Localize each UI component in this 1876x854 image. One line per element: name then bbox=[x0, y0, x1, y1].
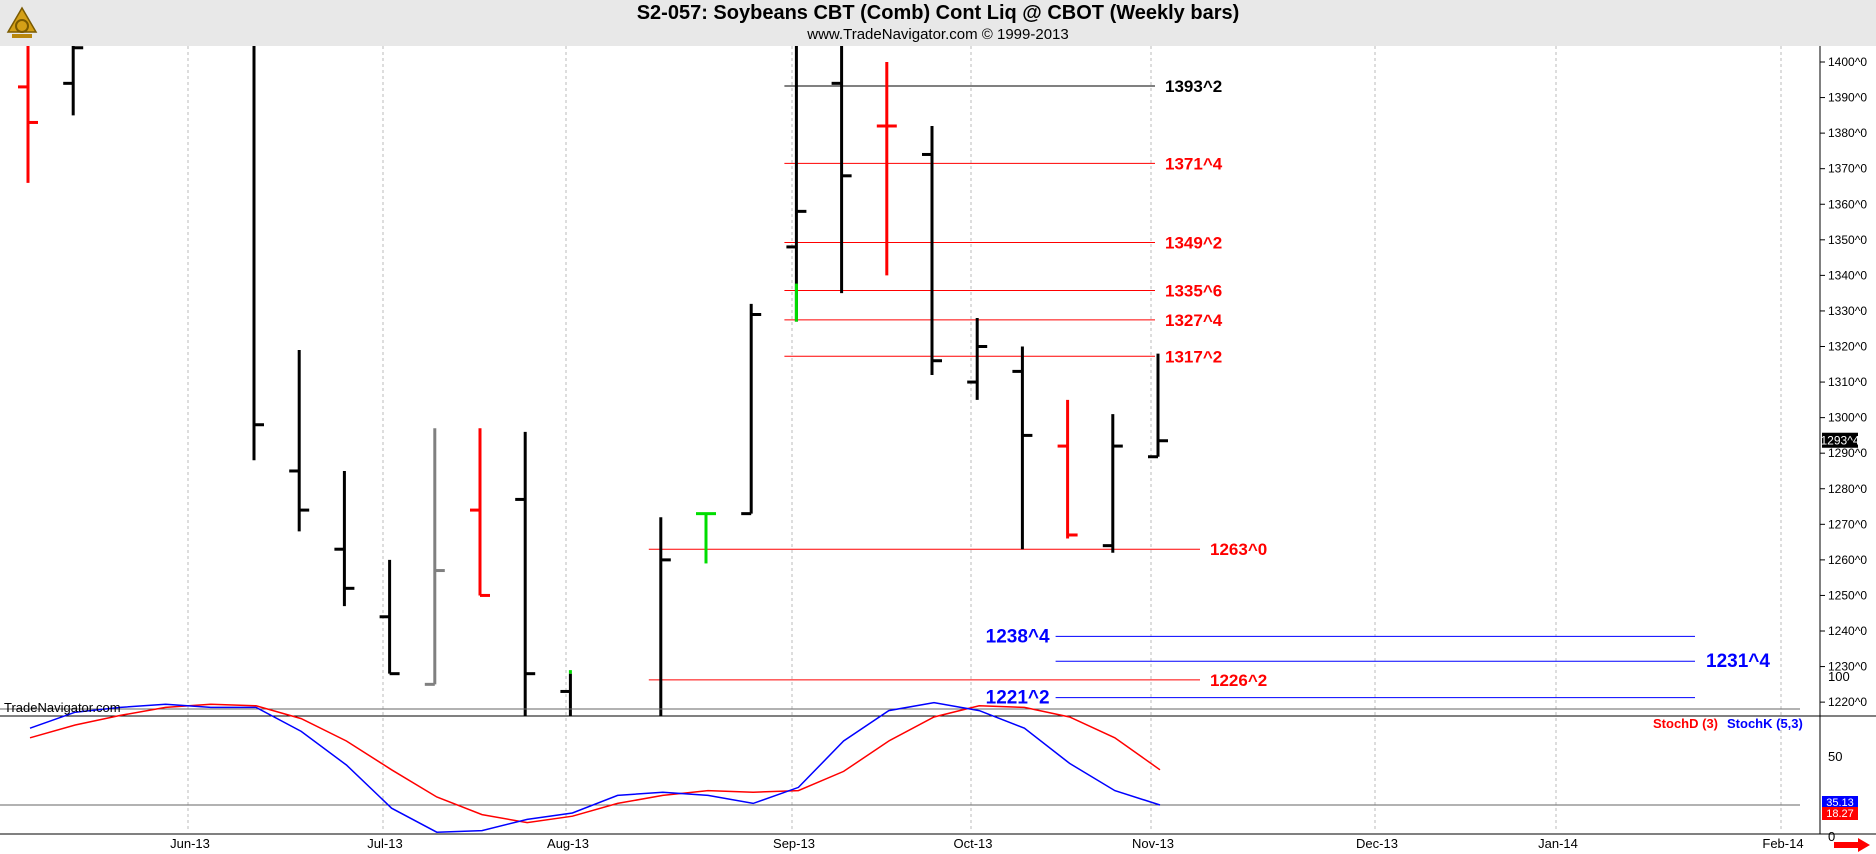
y-tick-label: 1270^0 bbox=[1828, 517, 1867, 531]
level-label: 1371^4 bbox=[1165, 154, 1223, 173]
level-label: 1221^2 bbox=[986, 688, 1050, 709]
last-price-label: 1293^4 bbox=[1821, 434, 1860, 448]
chart-subtitle: www.TradeNavigator.com © 1999-2013 bbox=[807, 26, 1069, 43]
y-tick-label: 1230^0 bbox=[1828, 660, 1867, 674]
stoch-y-tick-label: 50 bbox=[1828, 749, 1842, 764]
stochk-line bbox=[29, 701, 1161, 833]
legend-stochk: StochK (5,3) bbox=[1727, 716, 1803, 731]
last-price-box bbox=[1822, 432, 1858, 448]
y-tick-label: 1240^0 bbox=[1828, 624, 1867, 638]
stoch-y-tick-label: 100 bbox=[1828, 669, 1850, 684]
x-tick-label: Feb-14 bbox=[1762, 836, 1803, 851]
y-tick-label: 1400^0 bbox=[1828, 55, 1867, 69]
watermark-text: TradeNavigator.com bbox=[4, 700, 121, 715]
stochd-line bbox=[29, 703, 1161, 824]
x-tick-label: Dec-13 bbox=[1356, 836, 1398, 851]
level-label: 1327^4 bbox=[1165, 311, 1223, 330]
stochd-value-label: 18.27 bbox=[1826, 808, 1854, 820]
level-label: 1335^6 bbox=[1165, 281, 1222, 300]
legend-stochd: StochD (3) bbox=[1653, 716, 1718, 731]
stochd-value-box bbox=[1822, 807, 1858, 820]
stochk-value-box bbox=[1822, 796, 1858, 808]
y-tick-label: 1310^0 bbox=[1828, 375, 1867, 389]
y-tick-label: 1360^0 bbox=[1828, 197, 1867, 211]
level-label: 1231^4 bbox=[1706, 651, 1770, 672]
x-tick-label: Aug-13 bbox=[547, 836, 589, 851]
y-tick-label: 1380^0 bbox=[1828, 126, 1867, 140]
level-label: 1393^2 bbox=[1165, 77, 1222, 96]
x-tick-label: Oct-13 bbox=[953, 836, 992, 851]
x-tick-label: Nov-13 bbox=[1132, 836, 1174, 851]
y-tick-label: 1260^0 bbox=[1828, 553, 1867, 567]
stochk-value-label: 35.13 bbox=[1826, 797, 1854, 809]
x-tick-label: Jun-13 bbox=[170, 836, 210, 851]
y-tick-label: 1330^0 bbox=[1828, 304, 1867, 318]
scroll-right-arrow-icon[interactable] bbox=[1834, 838, 1870, 852]
y-tick-label: 1370^0 bbox=[1828, 162, 1867, 176]
chart-title: S2-057: Soybeans CBT (Comb) Cont Liq @ C… bbox=[636, 2, 1240, 24]
level-label: 1263^0 bbox=[1210, 540, 1267, 559]
y-tick-label: 1300^0 bbox=[1828, 411, 1867, 425]
y-tick-label: 1290^0 bbox=[1828, 446, 1867, 460]
level-label: 1317^2 bbox=[1165, 347, 1222, 366]
y-tick-label: 1250^0 bbox=[1828, 588, 1867, 602]
x-tick-label: Jan-14 bbox=[1538, 836, 1578, 851]
level-label: 1349^2 bbox=[1165, 233, 1222, 252]
sextant-logo-icon bbox=[6, 6, 38, 38]
y-tick-label: 1340^0 bbox=[1828, 268, 1867, 282]
y-tick-label: 1220^0 bbox=[1828, 695, 1867, 709]
y-tick-label: 1280^0 bbox=[1828, 482, 1867, 496]
y-tick-label: 1320^0 bbox=[1828, 340, 1867, 354]
x-tick-label: Jul-13 bbox=[367, 836, 402, 851]
level-label: 1238^4 bbox=[986, 626, 1050, 647]
level-label: 1226^2 bbox=[1210, 671, 1267, 690]
chart-header: S2-057: Soybeans CBT (Comb) Cont Liq @ C… bbox=[0, 0, 1876, 46]
stoch-y-tick-label: 0 bbox=[1828, 829, 1835, 844]
y-tick-label: 1390^0 bbox=[1828, 91, 1867, 105]
y-tick-label: 1350^0 bbox=[1828, 233, 1867, 247]
x-tick-label: Sep-13 bbox=[773, 836, 815, 851]
